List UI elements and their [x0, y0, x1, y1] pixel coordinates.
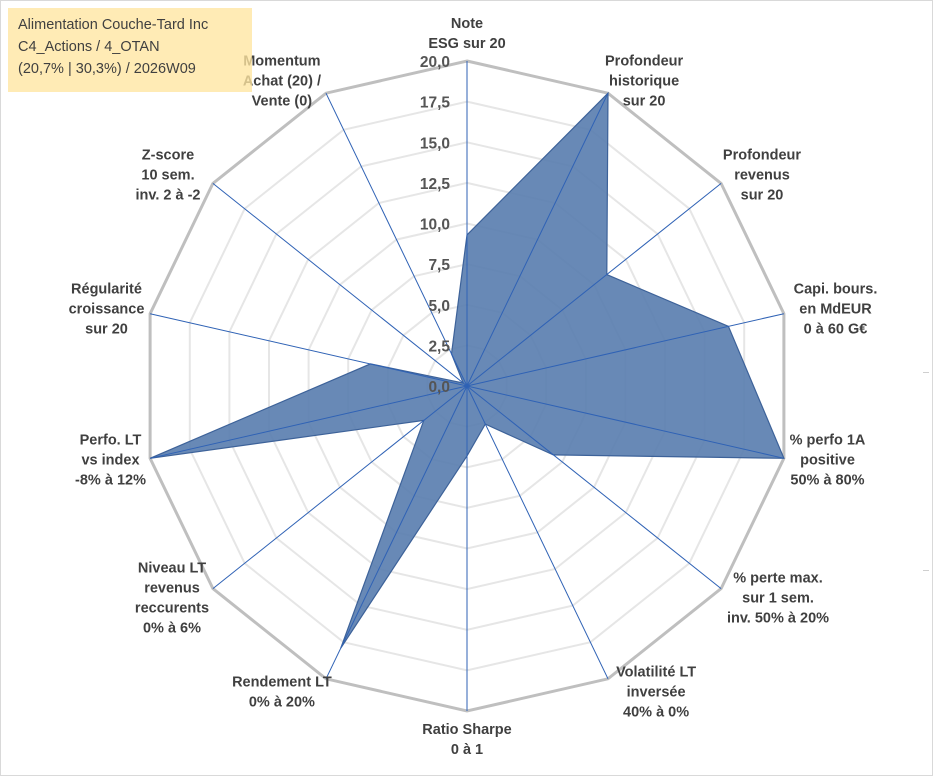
axis-label: Momentum	[243, 54, 320, 70]
portfolio-name: C4_Actions / 4_OTAN	[18, 39, 160, 55]
axis-spoke	[149, 313, 468, 387]
axis-spoke	[149, 385, 468, 459]
axis-label: sur 20	[741, 188, 784, 204]
axis-label: 0 à 1	[451, 742, 483, 758]
axis-label-group: % perfo 1A positive 50% à 80%	[790, 432, 866, 488]
axis-label: Z-score	[142, 148, 194, 164]
axis-label-group: Régularité croissance sur 20	[69, 282, 145, 338]
axis-label: inv. 50% à 20%	[727, 610, 829, 626]
axis-label: Volatilité LT	[616, 664, 696, 680]
axis-label-group: Note ESG sur 20	[428, 16, 505, 52]
axis-label-group: Niveau LT revenus reccurents 0% à 6%	[135, 560, 209, 636]
company-name: Alimentation Couche-Tard Inc	[18, 17, 209, 33]
tick-label: 7,5	[428, 257, 450, 274]
axis-label: croissance	[69, 302, 145, 318]
tick-label: 10,0	[420, 217, 450, 234]
axis-spoke	[466, 313, 785, 387]
axis-label: sur 20	[85, 322, 128, 338]
axis-label: Vente (0)	[252, 94, 313, 110]
axis-label: sur 20	[623, 94, 666, 110]
axis-label-group: Capi. bours. en MdEUR 0 à 60 G€	[794, 282, 878, 338]
tick-label: 12,5	[420, 176, 451, 193]
axis-label-group: % perte max. sur 1 sem. inv. 50% à 20%	[727, 570, 829, 626]
axis-label: sur 1 sem.	[742, 590, 814, 606]
axis-label: inversée	[627, 684, 686, 700]
axis-label: % perfo 1A	[790, 432, 866, 448]
axis-label: Profondeur	[605, 54, 683, 70]
axis-spoke	[466, 92, 609, 387]
edge-tick	[923, 372, 929, 373]
axis-label: 10 sem.	[141, 168, 194, 184]
tick-label: 5,0	[428, 298, 450, 315]
axis-label-group: Profondeur historique sur 20	[605, 54, 683, 110]
axis-label: 0% à 6%	[143, 620, 201, 636]
axis-label: revenus	[734, 168, 790, 184]
axis-label-group: Perfo. LT vs index -8% à 12%	[75, 432, 146, 488]
axis-label-group: Z-score 10 sem. inv. 2 à -2	[135, 148, 200, 204]
axis-label: inv. 2 à -2	[135, 188, 200, 204]
axis-label: % perte max.	[733, 570, 822, 586]
axis-label-group: Momentum Achat (20) / Vente (0)	[243, 54, 321, 110]
axis-label: en MdEUR	[799, 302, 872, 318]
info-box: Alimentation Couche-Tard Inc C4_Actions …	[8, 8, 252, 92]
axis-label: Niveau LT	[138, 560, 206, 576]
axis-label: Régularité	[71, 282, 142, 298]
axis-labels: Note ESG sur 20 Profondeur historique sur 20…	[69, 16, 878, 758]
axis-spoke	[325, 92, 468, 387]
tick-label: 20,0	[420, 54, 450, 71]
axis-label: revenus	[144, 580, 200, 596]
axis-spoke	[212, 385, 468, 589]
axis-spoke	[466, 385, 609, 680]
axis-label: Achat (20) /	[243, 74, 321, 90]
tick-label: 0,0	[428, 379, 450, 396]
axis-label: reccurents	[135, 600, 209, 616]
axis-spoke	[325, 385, 468, 680]
axis-spoke	[466, 183, 722, 387]
tick-label: 2,5	[428, 338, 450, 355]
tick-labels: 0,0 2,5 5,0 7,5 10,0 12,5 15,0 17,5 20,0	[420, 54, 451, 396]
axis-label-group: Ratio Sharpe 0 à 1	[422, 722, 511, 758]
axis-label-group: Rendement LT 0% à 20%	[232, 674, 332, 710]
axis-label: Profondeur	[723, 148, 801, 164]
axis-label: Ratio Sharpe	[422, 722, 511, 738]
tick-label: 17,5	[420, 95, 451, 112]
edge-tick	[923, 570, 929, 571]
period-label: (20,7% | 30,3%) / 2026W09	[18, 61, 196, 77]
axis-label: Perfo. LT	[80, 432, 142, 448]
axis-spoke	[466, 385, 722, 589]
axis-spoke	[212, 183, 468, 387]
axis-label: Capi. bours.	[794, 282, 878, 298]
axis-label: ESG sur 20	[428, 36, 505, 52]
axis-label: positive	[800, 452, 855, 468]
axis-label: Note	[451, 16, 483, 32]
axis-label: 0% à 20%	[249, 694, 315, 710]
axis-label: Rendement LT	[232, 674, 332, 690]
axis-spoke	[466, 385, 785, 459]
axis-spokes	[149, 61, 785, 711]
axis-label: 50% à 80%	[790, 472, 864, 488]
axis-label: 0 à 60 G€	[804, 322, 868, 338]
axis-label-group: Profondeur revenus sur 20	[723, 148, 801, 204]
axis-label: -8% à 12%	[75, 472, 146, 488]
axis-label: historique	[609, 74, 679, 90]
axis-label-group: Volatilité LT inversée 40% à 0%	[616, 664, 696, 720]
axis-label: 40% à 0%	[623, 704, 689, 720]
tick-label: 15,0	[420, 135, 450, 152]
axis-label: vs index	[81, 452, 139, 468]
